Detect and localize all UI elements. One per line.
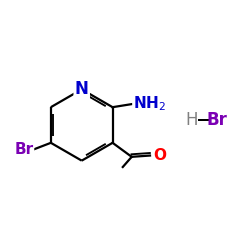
Text: NH$_2$: NH$_2$ (133, 95, 166, 114)
Text: Br: Br (206, 111, 227, 129)
Text: O: O (153, 148, 166, 163)
Text: Br: Br (14, 142, 34, 157)
Text: H: H (185, 111, 198, 129)
Text: N: N (75, 80, 89, 98)
